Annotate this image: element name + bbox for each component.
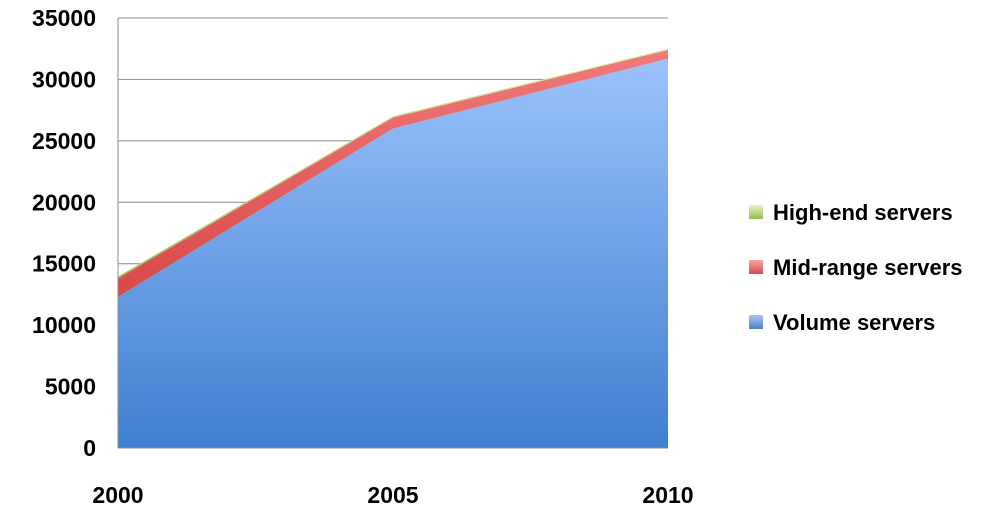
y-tick-label: 15000 xyxy=(32,251,96,277)
legend-item-volume-servers: Volume servers xyxy=(749,310,935,335)
y-tick-label: 20000 xyxy=(32,189,96,215)
legend-swatch xyxy=(749,260,763,274)
legend: High-end servers Mid-range servers Volume … xyxy=(749,200,963,335)
legend-swatch xyxy=(749,315,763,329)
x-tick-label: 2005 xyxy=(367,482,418,508)
area-volume-servers xyxy=(118,58,668,448)
x-tick-label: 2010 xyxy=(642,482,693,508)
y-tick-label: 10000 xyxy=(32,312,96,338)
legend-label: High-end servers xyxy=(773,200,953,225)
legend-label: Volume servers xyxy=(773,310,935,335)
y-tick-label: 5000 xyxy=(45,374,96,400)
legend-label: Mid-range servers xyxy=(773,255,963,280)
axes xyxy=(117,18,668,449)
y-tick-label: 0 xyxy=(83,435,96,461)
y-tick-label: 25000 xyxy=(32,128,96,154)
y-axis-tick-labels: 0 5000 10000 15000 20000 25000 30000 35000 xyxy=(32,5,96,461)
legend-swatch xyxy=(749,205,763,219)
legend-item-high-end-servers: High-end servers xyxy=(749,200,953,225)
x-axis-tick-labels: 2000 2005 2010 xyxy=(92,482,693,508)
x-tick-label: 2000 xyxy=(92,482,143,508)
y-tick-label: 30000 xyxy=(32,66,96,92)
legend-item-mid-range-servers: Mid-range servers xyxy=(749,255,963,280)
area-series xyxy=(118,48,668,448)
y-tick-label: 35000 xyxy=(32,5,96,31)
